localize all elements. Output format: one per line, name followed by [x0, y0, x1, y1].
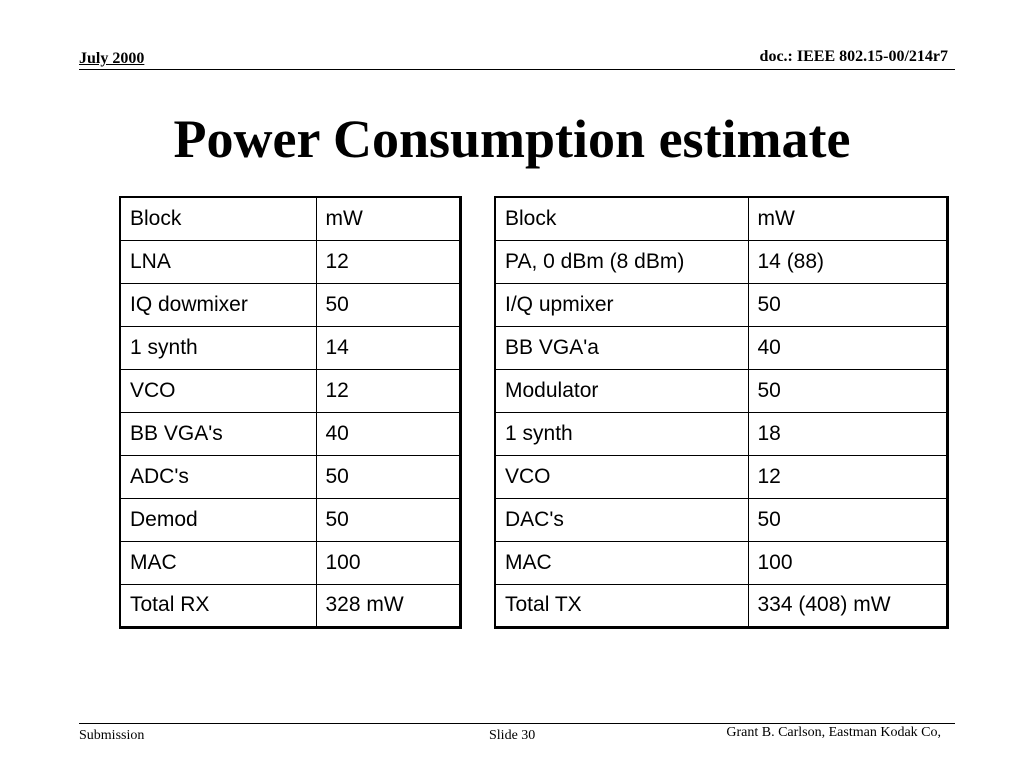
table-row: MAC 100 — [119, 540, 461, 585]
table-row: VCO 12 — [494, 454, 948, 499]
table-row: Demod 50 — [119, 497, 461, 542]
table-row: PA, 0 dBm (8 dBm) 14 (88) — [494, 239, 948, 284]
block-cell: BB VGA'a — [494, 325, 749, 370]
power-mw-cell: 50 — [747, 497, 948, 542]
slide-title: Power Consumption estimate — [173, 109, 851, 169]
block-cell: Demod — [119, 497, 317, 542]
table-row: LNA 12 — [119, 239, 461, 284]
block-cell: ADC's — [119, 454, 317, 499]
table-header-row: Block mW — [119, 196, 461, 241]
table-header-row: Block mW — [494, 196, 948, 241]
block-cell: Block — [494, 196, 749, 241]
power-mw-cell: 12 — [315, 239, 461, 284]
power-mw-cell: 334 (408) mW — [747, 583, 948, 628]
block-cell: Block — [119, 196, 317, 241]
table-row: BB VGA'a 40 — [494, 325, 948, 370]
power-mw-cell: 40 — [747, 325, 948, 370]
footer-divider — [79, 723, 955, 724]
power-mw-cell: 40 — [315, 411, 461, 456]
power-mw-cell: 14 — [315, 325, 461, 370]
block-cell: LNA — [119, 239, 317, 284]
block-cell: I/Q upmixer — [494, 282, 749, 327]
power-mw-cell: 50 — [747, 282, 948, 327]
power-mw-cell: mW — [315, 196, 461, 241]
block-cell: DAC's — [494, 497, 749, 542]
header-divider — [79, 69, 955, 70]
block-cell: 1 synth — [494, 411, 749, 456]
header-doc-id: doc.: IEEE 802.15-00/214r7 — [759, 48, 948, 65]
power-mw-cell: 100 — [315, 540, 461, 585]
power-mw-cell: mW — [747, 196, 948, 241]
power-mw-cell: 12 — [747, 454, 948, 499]
power-mw-cell: 50 — [315, 497, 461, 542]
block-cell: Modulator — [494, 368, 749, 413]
table-row: 1 synth 14 — [119, 325, 461, 370]
rx-power-table: Block mW LNA 12 IQ dowmixer 50 1 synth 14 VCO 12 B… — [119, 196, 462, 629]
power-mw-cell: 12 — [315, 368, 461, 413]
table-row: Total RX 328 mW — [119, 583, 461, 628]
header-date: July 2000 — [79, 50, 145, 67]
table-row: BB VGA's 40 — [119, 411, 461, 456]
table-row: 1 synth 18 — [494, 411, 948, 456]
table-row: MAC 100 — [494, 540, 948, 585]
table-row: Total TX 334 (408) mW — [494, 583, 948, 628]
power-mw-cell: 18 — [747, 411, 948, 456]
power-mw-cell: 50 — [315, 282, 461, 327]
block-cell: MAC — [494, 540, 749, 585]
block-cell: MAC — [119, 540, 317, 585]
table-row: VCO 12 — [119, 368, 461, 413]
tx-power-table: Block mW PA, 0 dBm (8 dBm) 14 (88) I/Q upmix… — [494, 196, 949, 629]
block-cell: BB VGA's — [119, 411, 317, 456]
block-cell: IQ dowmixer — [119, 282, 317, 327]
table-row: Modulator 50 — [494, 368, 948, 413]
power-mw-cell: 328 mW — [315, 583, 461, 628]
footer-author: Grant B. Carlson, Eastman Kodak Co, — [726, 725, 941, 740]
rx-table-body: Block mW LNA 12 IQ dowmixer 50 1 synth 14 VCO 12 B… — [119, 196, 461, 628]
block-cell: PA, 0 dBm (8 dBm) — [494, 239, 749, 284]
block-cell: VCO — [119, 368, 317, 413]
footer-submission: Submission — [79, 728, 145, 743]
block-cell: 1 synth — [119, 325, 317, 370]
power-mw-cell: 50 — [315, 454, 461, 499]
tx-table-body: Block mW PA, 0 dBm (8 dBm) 14 (88) I/Q upmix… — [494, 196, 948, 628]
power-mw-cell: 50 — [747, 368, 948, 413]
power-mw-cell: 100 — [747, 540, 948, 585]
block-cell: VCO — [494, 454, 749, 499]
block-cell: Total RX — [119, 583, 317, 628]
footer-slide-number: Slide 30 — [489, 728, 536, 743]
table-row: DAC's 50 — [494, 497, 948, 542]
power-mw-cell: 14 (88) — [747, 239, 948, 284]
block-cell: Total TX — [494, 583, 749, 628]
table-row: I/Q upmixer 50 — [494, 282, 948, 327]
table-row: IQ dowmixer 50 — [119, 282, 461, 327]
table-row: ADC's 50 — [119, 454, 461, 499]
